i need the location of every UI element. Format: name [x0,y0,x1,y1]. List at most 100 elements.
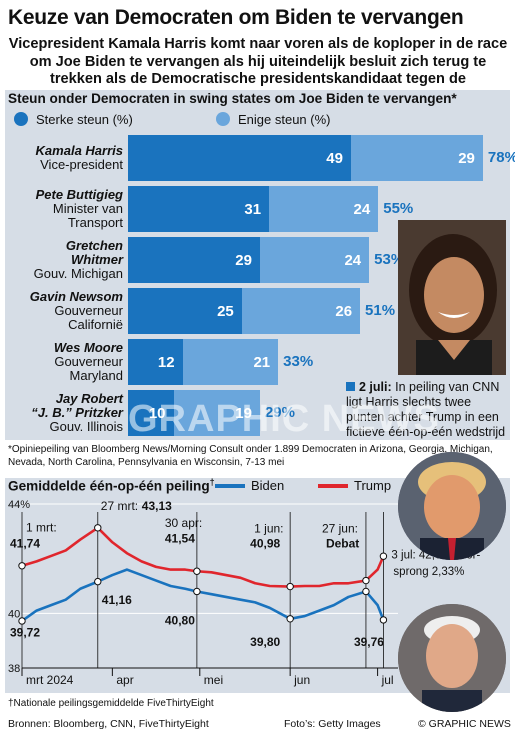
trump-point [362,576,370,585]
bar-strong-support: 10 [128,390,174,436]
bar-strong-support: 25 [128,288,242,334]
line-chart-title-mark: † [209,477,215,487]
candidate-name: Gavin Newsom [29,289,123,304]
candidate-role: Californië [68,317,123,332]
note-text: In peiling van CNN ligt Harris slechts t… [346,380,506,439]
bar-total-label: 55% [383,200,414,217]
candidate-role: Gouverneur [54,303,123,318]
candidate-name: Gretchen [65,238,123,253]
bar-some-support: 21 [182,339,279,385]
legend-some-label: Enige steun (%) [238,111,331,127]
candidate-role: Maryland [69,368,123,383]
candidate-role: Gouv. Michigan [33,266,123,281]
trump-line [21,526,385,588]
annotation-date: 1 mrt: [26,520,57,534]
legend-strong: Sterke steun (%) [14,110,133,128]
y-tick-label: 44% [8,499,30,511]
harris-photo [398,220,506,375]
x-tick-label: mrt 2024 [26,673,74,687]
x-tick-label: jul [381,673,394,687]
biden-point [94,577,102,586]
legend-biden-line [215,483,245,488]
annotation-event: Debat [326,537,359,551]
bar-total-label: 33% [283,353,314,370]
biden-point [362,587,370,596]
bar-row-label: Jay Robert “J. B.” Pritzker Gouv. Illinois [8,392,123,434]
candidate-role: Transport [67,215,123,230]
candidate-name: Wes Moore [53,340,123,355]
copyright: © GRAPHIC NEWS [418,718,511,730]
biden-point [193,587,201,596]
biden-point [286,615,294,623]
biden-point [18,617,26,625]
x-tick-label: jun [293,673,310,687]
legend-some: Enige steun (%) [216,110,331,128]
biden-point [379,616,388,624]
bar-some-support: 24 [269,186,379,232]
sources: Bronnen: Bloomberg, CNN, FiveThirtyEight [8,718,209,730]
bar-strong-support: 49 [128,135,351,181]
note-marker [346,382,355,391]
bar-strong-support: 12 [128,339,183,385]
legend-trump-line [318,483,348,488]
line-chart-title-wrap: Gemiddelde één-op-één peiling† [8,477,215,494]
bar-some-support: 26 [241,288,361,334]
note-date: 2 juli: [359,380,392,394]
annotation-value-trump: 43,13 [142,499,172,513]
annotation-value-biden: 39,76 [354,635,384,649]
candidate-name: Whitmer [71,252,123,267]
bar-strong-support: 29 [128,237,260,283]
y-tick-label: 40 [8,608,20,620]
bar-row-label: Kamala Harris Vice-president [8,144,123,172]
page-subtitle: Vicepresident Kamala Harris komt naar vo… [8,36,508,105]
bar-row-label: Gretchen Whitmer Gouv. Michigan [8,239,123,281]
trump-point [18,562,26,570]
candidate-name: Jay Robert [55,391,123,406]
bar-some-support: 29 [350,135,483,181]
annotation-lead: sprong 2,33% [393,566,464,578]
biden-photo [398,604,506,712]
bar-some-support: 24 [259,237,370,283]
annotation-value-trump: 41,54 [165,531,195,545]
y-tick-label: 38 [8,663,20,675]
watermark: GRAPHIC NEWS [128,398,440,440]
annotation-date: 30 apr: [165,516,202,530]
bar-total-label: 29% [264,404,295,421]
candidate-role: Gouverneur [54,354,123,369]
annotation-value-trump: 41,74 [10,537,40,551]
trump-portrait-icon [398,452,506,560]
biden-portrait-icon [398,604,506,712]
trump-point [286,582,294,591]
bar-some-support: 19 [173,390,260,436]
candidate-role: Minister van [52,201,123,216]
footnote-538: †Nationale peilingsgemiddelde FiveThirty… [8,698,214,709]
annotation-value-biden: 40,80 [165,613,195,627]
harris-portrait-icon [398,220,506,375]
x-tick-label: mei [204,673,223,687]
annotation-value-biden: 41,16 [102,593,132,607]
photo-credit: Foto’s: Getty Images [284,718,381,730]
annotation-date: 1 jun: [254,522,283,536]
x-tick-label: apr [116,673,133,687]
annotation-date: 27 jun: [322,522,358,536]
legend-strong-swatch [14,112,28,126]
legend-trump: Trump [318,478,391,493]
bar-chart-title: Steun onder Democraten in swing states o… [8,91,457,106]
legend-biden: Biden [215,478,284,493]
line-chart-title: Gemiddelde één-op-één peiling [8,478,210,494]
trump-point [94,524,102,532]
candidate-name: Pete Buttigieg [35,187,123,202]
biden-line [21,568,385,623]
page-title: Keuze van Democraten om Biden te vervang… [8,6,464,29]
bar-total-label: 78% [487,149,515,166]
legend-biden-label: Biden [251,478,285,493]
bar-row-label: Gavin Newsom Gouverneur Californië [8,290,123,332]
annotation-value-trump: 40,98 [250,537,280,551]
candidate-name: “J. B.” Pritzker [31,405,123,420]
bar-strong-support: 31 [128,186,270,232]
footnote-survey: *Opiniepeiling van Bloomberg News/Mornin… [8,444,493,468]
legend-trump-label: Trump [354,478,392,493]
candidate-name: Kamala Harris [35,143,123,158]
cnn-note: 2 juli: In peiling van CNN ligt Harris s… [346,380,506,440]
